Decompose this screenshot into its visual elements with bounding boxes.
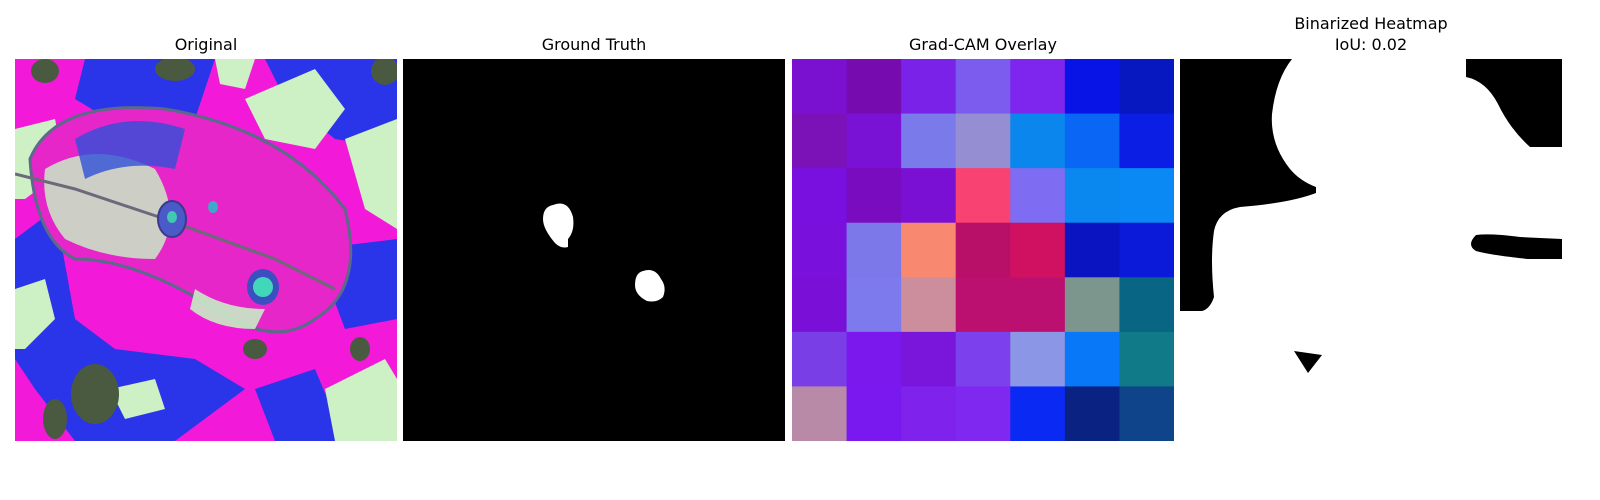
gradcam-cell: [846, 386, 902, 441]
original-image: [15, 59, 397, 441]
gradcam-cell: [955, 168, 1011, 224]
gradcam-cell: [1010, 222, 1066, 278]
gradcam-cell: [1064, 168, 1120, 224]
gradcam-cell: [1119, 168, 1174, 224]
gradcam-cell: [1010, 113, 1066, 169]
binarized-title: Binarized Heatmap IoU: 0.02: [1294, 14, 1448, 54]
gradcam-cell: [901, 277, 957, 333]
gradcam-cell: [1119, 113, 1174, 169]
gradcam-cell: [1064, 59, 1120, 115]
gradcam-cell: [901, 222, 957, 278]
gradcam-cell: [792, 222, 848, 278]
gradcam-cell: [1064, 222, 1120, 278]
gradcam-cell: [846, 222, 902, 278]
gradcam-cell: [1064, 331, 1120, 387]
original-panel: Original: [15, 0, 397, 500]
gradcam-cell: [846, 113, 902, 169]
gradcam-cell: [792, 331, 848, 387]
gradcam-cell: [901, 331, 957, 387]
ground-truth-title: Ground Truth: [541, 35, 647, 54]
original-title: Original: [174, 35, 238, 54]
gradcam-cell: [901, 113, 957, 169]
binarized-heatmap: [1180, 59, 1562, 441]
gradcam-cell: [955, 59, 1011, 115]
binarized-panel: Binarized Heatmap IoU: 0.02: [1180, 0, 1562, 500]
gradcam-cell: [1064, 113, 1120, 169]
gradcam-cell: [955, 331, 1011, 387]
gradcam-cell: [901, 386, 957, 441]
gradcam-cell: [792, 113, 848, 169]
gradcam-cell: [1119, 59, 1174, 115]
gradcam-cell: [955, 386, 1011, 441]
gradcam-overlay: [792, 59, 1174, 441]
gradcam-cell: [1064, 277, 1120, 333]
gradcam-cell: [955, 113, 1011, 169]
gradcam-cell: [1010, 168, 1066, 224]
gradcam-cell: [1010, 59, 1066, 115]
gradcam-cell: [1119, 277, 1174, 333]
gradcam-cell: [1010, 331, 1066, 387]
gradcam-cell: [901, 168, 957, 224]
gradcam-cell: [1064, 386, 1120, 441]
ground-truth-mask: [403, 59, 785, 441]
gradcam-cell: [792, 277, 848, 333]
gradcam-cell: [846, 331, 902, 387]
gradcam-cell: [955, 222, 1011, 278]
gradcam-cell: [1119, 386, 1174, 441]
gradcam-cell: [1119, 331, 1174, 387]
gradcam-cell: [792, 168, 848, 224]
gradcam-cell: [846, 277, 902, 333]
gradcam-cell: [955, 277, 1011, 333]
gradcam-cell: [846, 59, 902, 115]
ground-truth-panel: Ground Truth: [403, 0, 785, 500]
gradcam-cell: [1010, 277, 1066, 333]
gradcam-title: Grad-CAM Overlay: [909, 35, 1057, 54]
gradcam-panel: Grad-CAM Overlay: [792, 0, 1174, 500]
gradcam-cell: [1010, 386, 1066, 441]
gradcam-cell: [1119, 222, 1174, 278]
gradcam-cell: [792, 59, 848, 115]
gradcam-cell: [846, 168, 902, 224]
gradcam-cell: [792, 386, 848, 441]
gradcam-cell: [901, 59, 957, 115]
